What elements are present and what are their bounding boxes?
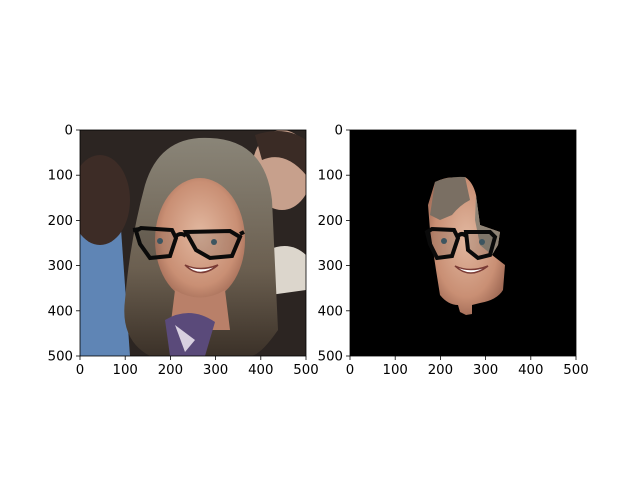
left-y-tick-label: 100 xyxy=(48,169,73,184)
right-x-tick-label: 300 xyxy=(473,363,498,378)
left-axes-frame xyxy=(79,129,307,357)
left-x-tick-label: 400 xyxy=(248,363,273,378)
left-y-tick-label: 500 xyxy=(48,350,73,365)
left-y-tick-label: 200 xyxy=(48,214,73,229)
right-y-tick-label: 200 xyxy=(318,214,343,229)
right-y-tick-label: 100 xyxy=(318,169,343,184)
right-x-tick-label: 100 xyxy=(383,363,408,378)
left-x-tick-label: 0 xyxy=(76,363,84,378)
left-x-tick-label: 500 xyxy=(293,363,318,378)
left-x-tick-label: 100 xyxy=(113,363,138,378)
right-y-tick-label: 500 xyxy=(318,350,343,365)
right-x-tick-label: 400 xyxy=(518,363,543,378)
left-y-tick-label: 300 xyxy=(48,259,73,274)
right-x-tick-label: 0 xyxy=(346,363,354,378)
right-y-tick-label: 400 xyxy=(318,304,343,319)
right-x-tick-label: 200 xyxy=(428,363,453,378)
left-x-tick-label: 200 xyxy=(158,363,183,378)
left-x-tick-label: 300 xyxy=(203,363,228,378)
left-photo xyxy=(80,130,306,356)
right-y-tick-label: 0 xyxy=(335,124,343,139)
right-photo xyxy=(350,130,576,356)
right-y-tick-label: 300 xyxy=(318,259,343,274)
left-y-tick-label: 400 xyxy=(48,304,73,319)
left-y-tick-label: 0 xyxy=(65,124,73,139)
right-axes-frame xyxy=(349,129,577,357)
right-x-tick-label: 500 xyxy=(563,363,588,378)
